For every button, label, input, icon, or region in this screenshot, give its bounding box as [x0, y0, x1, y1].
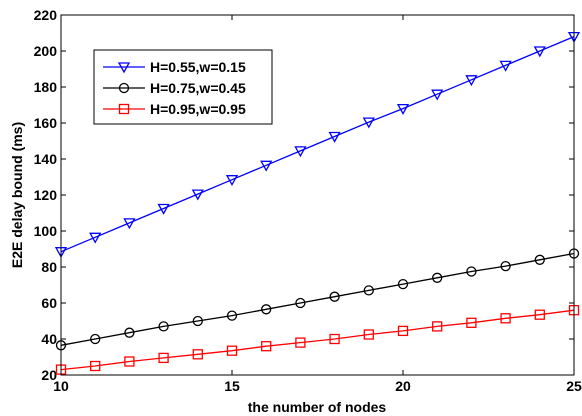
- y-tick-label: 200: [34, 43, 58, 59]
- data-point: [90, 333, 101, 345]
- data-point: [191, 189, 204, 201]
- legend-entry: H=0.75,w=0.45: [103, 80, 246, 96]
- y-tick-label: 100: [34, 223, 58, 239]
- data-point: [329, 291, 340, 302]
- data-point: [363, 285, 374, 296]
- x-tick-label: 10: [53, 378, 69, 394]
- data-point: [294, 146, 307, 158]
- x-axis-label: the number of nodes: [248, 399, 387, 415]
- y-tick-label: 60: [41, 295, 57, 311]
- y-tick-label: 20: [41, 367, 57, 383]
- data-point: [225, 175, 239, 187]
- data-point: [363, 329, 374, 340]
- legend-entry: H=0.55,w=0.15: [103, 59, 246, 75]
- legend-marker: [118, 103, 130, 115]
- data-point: [432, 321, 443, 332]
- plot-frame: [60, 14, 575, 376]
- data-point: [533, 46, 546, 58]
- data-point: [432, 272, 443, 283]
- data-point: [466, 317, 477, 328]
- series-line: [60, 36, 575, 253]
- legend-label: H=0.75,w=0.45: [150, 80, 246, 96]
- data-point: [157, 203, 170, 215]
- series-line: [60, 309, 575, 371]
- legend-marker: [118, 82, 130, 94]
- data-point: [158, 321, 169, 332]
- y-tick-label: 80: [41, 259, 57, 275]
- data-point: [261, 341, 272, 352]
- data-point: [397, 278, 409, 290]
- data-point: [431, 89, 444, 101]
- y-tick-label: 40: [41, 331, 57, 347]
- legend-entry: H=0.95,w=0.95: [103, 101, 246, 117]
- y-tick-label: 220: [34, 7, 58, 23]
- data-point: [192, 315, 203, 327]
- y-axis-label: E2E delay bound (ms): [9, 122, 25, 268]
- y-tick-label: 160: [34, 115, 58, 131]
- tick-labels: 10 15 20 25 20 40 60 80 100 120 140 160 180 200 220: [34, 7, 582, 394]
- data-point: [226, 345, 238, 356]
- data-point: [124, 327, 135, 338]
- data-point: [328, 131, 341, 143]
- legend-marker: [117, 62, 131, 74]
- data-point: [329, 333, 340, 345]
- data-point: [89, 232, 102, 244]
- data-point: [158, 352, 169, 364]
- data-point: [295, 297, 306, 309]
- data-point: [123, 218, 136, 230]
- data-point: [466, 266, 477, 277]
- data-point: [534, 254, 545, 265]
- legend-label: H=0.55,w=0.15: [150, 59, 246, 75]
- legend: H=0.55,w=0.15 H=0.75,w=0.45 H=0.95,w=0.95: [93, 49, 273, 125]
- y-tick-label: 180: [34, 79, 58, 95]
- x-tick-label: 25: [566, 378, 582, 394]
- y-tick-label: 120: [34, 187, 58, 203]
- data-point: [124, 356, 135, 367]
- data-point: [261, 304, 272, 315]
- legend-label: H=0.95,w=0.95: [150, 101, 246, 117]
- x-tick-label: 20: [395, 378, 411, 394]
- data-point: [260, 160, 273, 172]
- data-point: [192, 349, 203, 360]
- data-point: [396, 103, 410, 115]
- data-point: [500, 313, 511, 324]
- data-point: [295, 337, 306, 348]
- series-line: [60, 252, 575, 346]
- series-1: [54, 31, 581, 259]
- data-point: [499, 60, 512, 72]
- data-point: [534, 309, 545, 320]
- x-tick-label: 15: [224, 378, 240, 394]
- data-point: [90, 360, 101, 372]
- data-point: [397, 325, 409, 337]
- legend-box: [93, 49, 273, 125]
- data-point: [500, 260, 511, 272]
- y-tick-label: 140: [34, 151, 58, 167]
- data-point: [226, 310, 238, 321]
- data-point: [362, 117, 375, 129]
- data-point: [465, 75, 478, 87]
